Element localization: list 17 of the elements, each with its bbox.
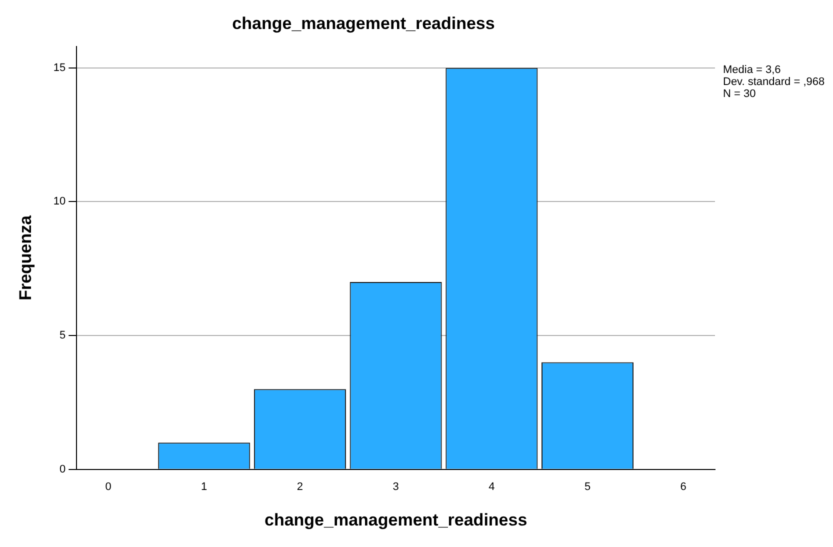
x-axis-title: change_management_readiness	[264, 510, 528, 530]
x-tick-label: 5	[584, 481, 591, 494]
x-tick-label: 1	[201, 481, 208, 494]
y-tick-label: 0	[60, 463, 66, 476]
chart-title: change_management_readiness	[232, 14, 495, 33]
y-tick-label: 15	[53, 62, 66, 74]
y-tick-label: 10	[53, 196, 66, 208]
x-tick-label: 0	[105, 481, 112, 494]
x-tick-label: 6	[680, 481, 686, 494]
y-axis-title: Frequenza	[16, 214, 35, 300]
x-tick-label: 3	[392, 481, 399, 494]
y-tick-label: 5	[60, 330, 66, 342]
x-tick-label: 4	[488, 481, 495, 494]
text: Media = 3,6	[723, 64, 781, 76]
text: N = 30	[723, 88, 756, 100]
text: Dev. standard = ,968	[723, 76, 825, 88]
x-tick-label: 2	[296, 481, 304, 494]
